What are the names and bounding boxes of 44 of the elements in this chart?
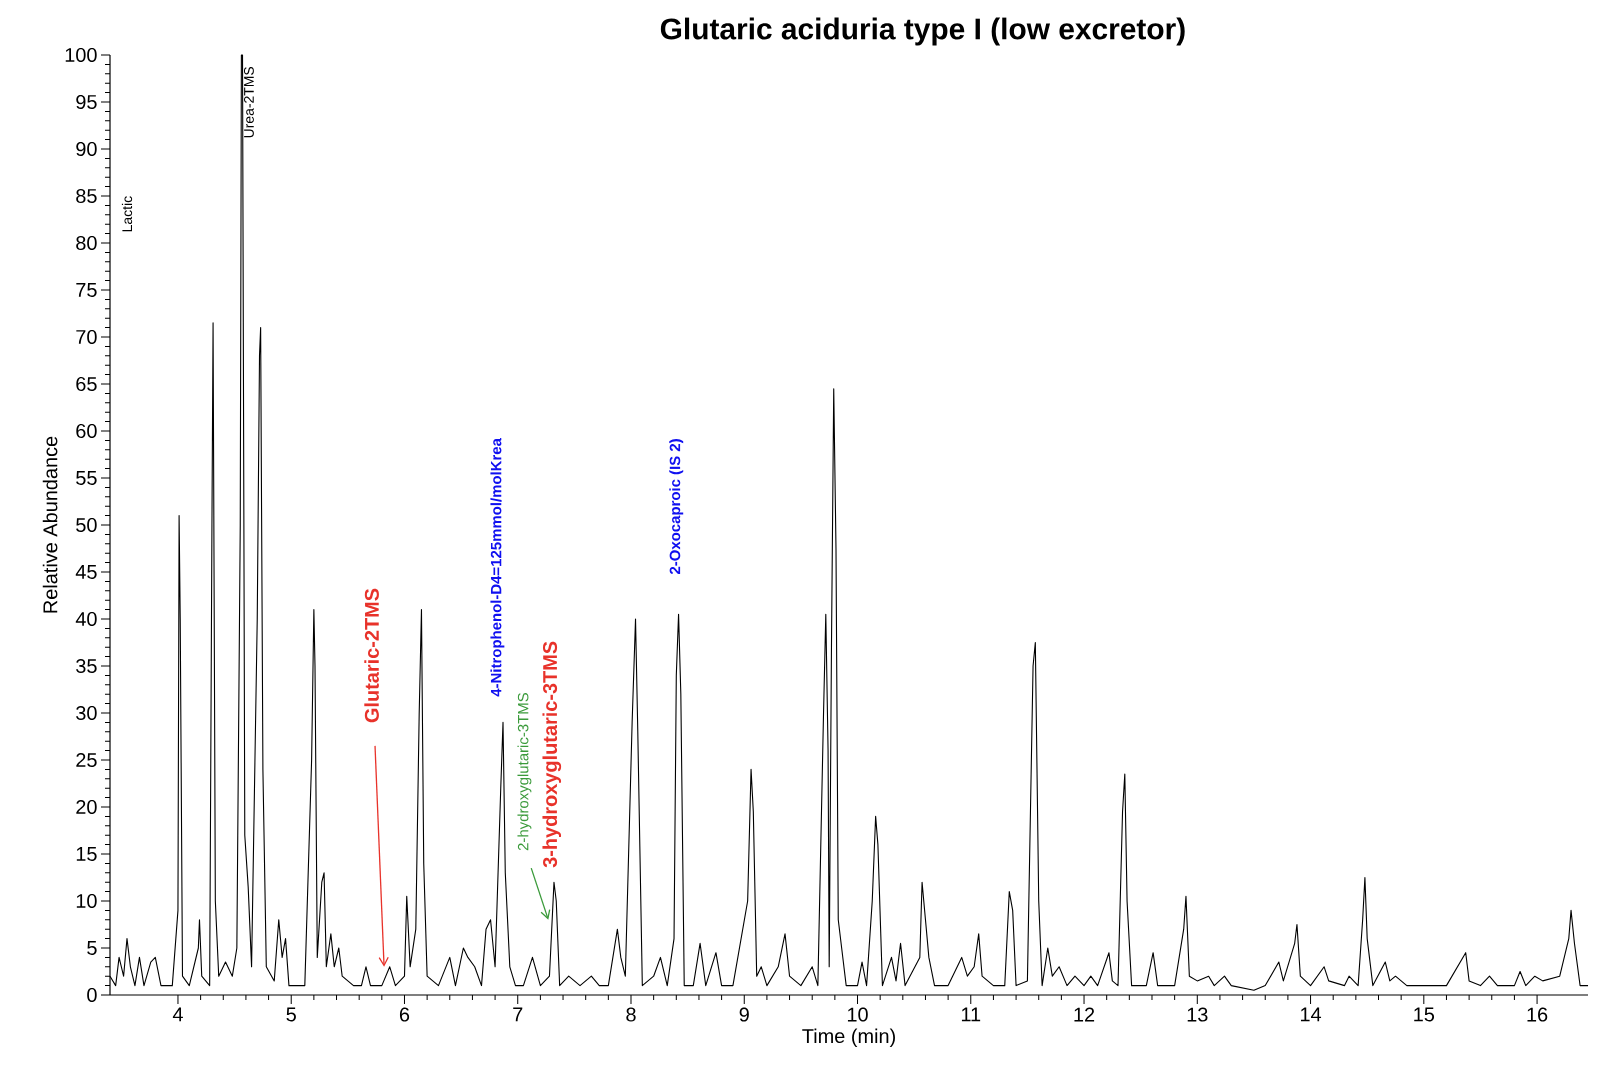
y-tick-label: 70 bbox=[76, 329, 97, 345]
y-tick-label: 55 bbox=[76, 471, 97, 485]
x-tick-label: 8 bbox=[626, 1007, 636, 1022]
y-tick-label: 45 bbox=[75, 565, 97, 579]
annotation: Lactic bbox=[121, 196, 133, 232]
x-tick-label: 7 bbox=[513, 1007, 523, 1022]
annotation: 4-Nitrophenol-D4=125mmol/molKrea bbox=[490, 437, 505, 697]
x-tick-label: 10 bbox=[847, 1007, 868, 1022]
y-tick-label: 50 bbox=[76, 517, 97, 533]
x-tick-label: 14 bbox=[1300, 1007, 1322, 1022]
y-tick-label: 10 bbox=[76, 893, 97, 909]
x-axis-title: Time (min) bbox=[802, 1028, 895, 1048]
y-tick-label: 40 bbox=[75, 611, 97, 627]
x-tick-label: 12 bbox=[1074, 1007, 1095, 1022]
y-tick-label: 65 bbox=[76, 376, 97, 392]
y-tick-label: 80 bbox=[76, 235, 97, 251]
y-tick-label: 25 bbox=[76, 752, 97, 768]
y-tick-label: 20 bbox=[76, 799, 97, 815]
x-tick-label: 9 bbox=[739, 1007, 749, 1022]
annotation: Glutaric-2TMS bbox=[364, 588, 379, 723]
x-tick-label: 15 bbox=[1414, 1007, 1435, 1022]
x-tick-label: 16 bbox=[1527, 1007, 1548, 1022]
y-tick-label: 90 bbox=[76, 141, 97, 157]
y-tick-label: 95 bbox=[76, 94, 97, 110]
y-tick-label: 5 bbox=[87, 941, 97, 955]
annotation: 2-Oxocaproic (IS 2) bbox=[669, 439, 684, 575]
x-tick-label: 11 bbox=[961, 1007, 981, 1022]
chart-title: Glutaric aciduria type I (low excretor) bbox=[660, 17, 1185, 46]
y-tick-label: 100 bbox=[65, 47, 97, 63]
y-tick-label: 35 bbox=[76, 658, 97, 674]
y-tick-label: 85 bbox=[76, 188, 97, 204]
y-tick-label: 0 bbox=[87, 987, 97, 1003]
annotation: Urea-2TMS bbox=[243, 66, 254, 138]
y-tick-label: 30 bbox=[76, 705, 97, 721]
x-tick-label: 5 bbox=[286, 1007, 296, 1022]
x-tick-label: 6 bbox=[399, 1007, 410, 1022]
y-tick-label: 60 bbox=[76, 423, 97, 439]
y-tick-label: 75 bbox=[76, 283, 97, 297]
y-axis-title: Relative Abundance bbox=[42, 436, 58, 613]
annotation: 3-hydroxyglutaric-3TMS bbox=[542, 641, 562, 868]
y-tick-label: 15 bbox=[76, 847, 97, 861]
x-tick-label: 13 bbox=[1187, 1007, 1208, 1022]
x-tick-label: 4 bbox=[172, 1007, 183, 1022]
annotation: 2-hydroxyglutaric-3TMS bbox=[517, 693, 532, 851]
